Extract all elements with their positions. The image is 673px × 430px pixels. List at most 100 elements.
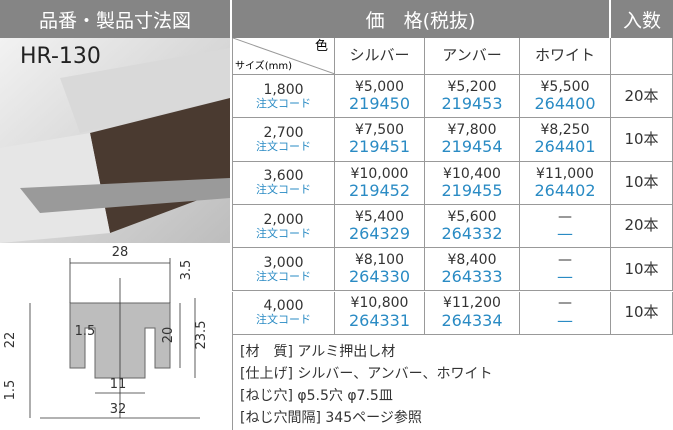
price-cell: ¥8,100 264330 — [335, 248, 425, 292]
notes-box — [232, 335, 673, 430]
order-code: 219450 — [348, 94, 411, 113]
dimension: 20 — [161, 327, 176, 344]
qty-header-blank — [611, 38, 673, 75]
code-label: 注文コード — [256, 226, 311, 240]
price-cell: ¥5,600 264332 — [425, 204, 520, 249]
size-cell: 4,000 注文コード — [232, 291, 335, 335]
price-cell: ¥5,200 219453 — [425, 75, 520, 119]
order-code: 264333 — [441, 267, 503, 287]
order-code: — — [557, 310, 573, 330]
price: ¥11,000 — [536, 165, 594, 182]
dimension: 28 — [112, 245, 129, 260]
price-cell: ¥5,400 264329 — [335, 204, 425, 249]
price-cell: ¥7,800 219454 — [425, 118, 520, 162]
price: ¥8,400 — [447, 252, 497, 269]
column-header: ホワイト — [520, 38, 611, 75]
price-cell: ¥10,000 219452 — [335, 161, 425, 205]
qty: 10本 — [611, 161, 673, 205]
price: ¥10,400 — [443, 165, 501, 182]
order-code: 264334 — [441, 310, 503, 330]
size: 2,700 — [263, 125, 304, 142]
rail-edge — [20, 178, 230, 213]
qty: 20本 — [611, 75, 673, 119]
size: 3,600 — [263, 168, 304, 185]
model: HR-130 — [20, 44, 101, 69]
price-cell: ¥10,400 219455 — [425, 161, 520, 205]
price-cell: ¥8,400 264333 — [425, 248, 520, 292]
price-cell: — — — [520, 248, 611, 292]
dimension: 11 — [110, 377, 127, 392]
price: — — [558, 208, 572, 225]
dim-lines — [29, 258, 200, 419]
qty: 10本 — [611, 118, 673, 162]
rail — [60, 48, 230, 133]
order-code: 264400 — [534, 94, 596, 113]
column-header: シルバー — [335, 38, 425, 75]
size: 3,000 — [263, 254, 304, 271]
corner-color: 色 — [314, 39, 328, 54]
order-code: 219452 — [348, 180, 411, 200]
price-cell: — — — [520, 204, 611, 249]
price: ¥8,250 — [540, 122, 590, 139]
left-title: 品番・製品寸法図 — [0, 0, 230, 38]
size: 2,000 — [263, 211, 304, 228]
order-code: — — [557, 267, 573, 287]
dimension: 1.5 — [75, 324, 96, 339]
size-cell: 1,800 注文コード — [232, 75, 335, 119]
price-cell: ¥7,500 219451 — [335, 118, 425, 162]
price: ¥11,200 — [443, 295, 501, 312]
note: [ねじ穴間隔] 345ページ参照 — [240, 410, 422, 426]
price-title: 価 格(税抜) — [232, 0, 609, 38]
dimension: 32 — [110, 402, 127, 417]
price: ¥10,000 — [350, 165, 409, 182]
qty: 10本 — [611, 291, 673, 335]
qty: 20本 — [611, 204, 673, 249]
corner-cell: 色 サイズ(mm) — [232, 38, 335, 75]
size-cell: 2,000 注文コード — [232, 204, 335, 249]
order-code: 219451 — [348, 137, 411, 157]
note: [材 質] アルミ押出し材 — [240, 344, 396, 360]
order-code: 219453 — [441, 94, 503, 113]
dimension: 3.5 — [179, 260, 194, 281]
price: ¥8,100 — [355, 252, 404, 269]
corner-size: サイズ(mm) — [235, 60, 292, 72]
code-label: 注文コード — [256, 270, 311, 284]
code-label: 注文コード — [256, 96, 311, 110]
price: ¥5,400 — [355, 208, 404, 225]
column-header: アンバー — [425, 38, 520, 75]
size-cell: 2,700 注文コード — [232, 118, 335, 162]
price: ¥5,600 — [447, 208, 497, 225]
order-code: 264329 — [348, 223, 411, 243]
dimension: 22 — [3, 332, 18, 349]
note: [仕上げ] シルバー、アンバー、ホワイト — [240, 366, 493, 382]
diagonal — [233, 38, 335, 74]
price: ¥5,200 — [447, 78, 497, 95]
size: 1,800 — [263, 81, 304, 98]
price-cell: ¥8,250 264401 — [520, 118, 611, 162]
dimension: 1.5 — [3, 380, 18, 401]
price: ¥5,500 — [540, 78, 590, 95]
code-label: 注文コード — [256, 183, 311, 197]
order-code: 219455 — [441, 180, 503, 200]
product-art: 28 3.5 22 1.5 20 23.5 1.5 11 32 — [0, 38, 230, 419]
price: ¥10,800 — [350, 295, 409, 312]
size-cell: 3,600 注文コード — [232, 161, 335, 205]
price: ¥7,800 — [447, 122, 497, 139]
price-cell: ¥11,000 264402 — [520, 161, 611, 205]
dimension: 23.5 — [194, 321, 209, 350]
price-cell: ¥5,000 219450 — [335, 75, 425, 119]
qty-title: 入数 — [611, 0, 673, 38]
order-code: 264332 — [441, 223, 503, 243]
code-label: 注文コード — [256, 313, 311, 327]
price-cell: ¥10,800 264331 — [335, 291, 425, 335]
price: ¥7,500 — [355, 122, 404, 139]
note: [ねじ穴] φ5.5穴 φ7.5皿 — [240, 388, 393, 404]
order-code: 219454 — [441, 137, 503, 157]
code-label: 注文コード — [256, 140, 311, 154]
price-cell: ¥11,200 264334 — [425, 291, 520, 335]
size-cell: 3,000 注文コード — [232, 248, 335, 292]
price-cell: ¥5,500 264400 — [520, 75, 611, 119]
price: ¥5,000 — [355, 78, 404, 95]
size: 4,000 — [263, 298, 304, 315]
